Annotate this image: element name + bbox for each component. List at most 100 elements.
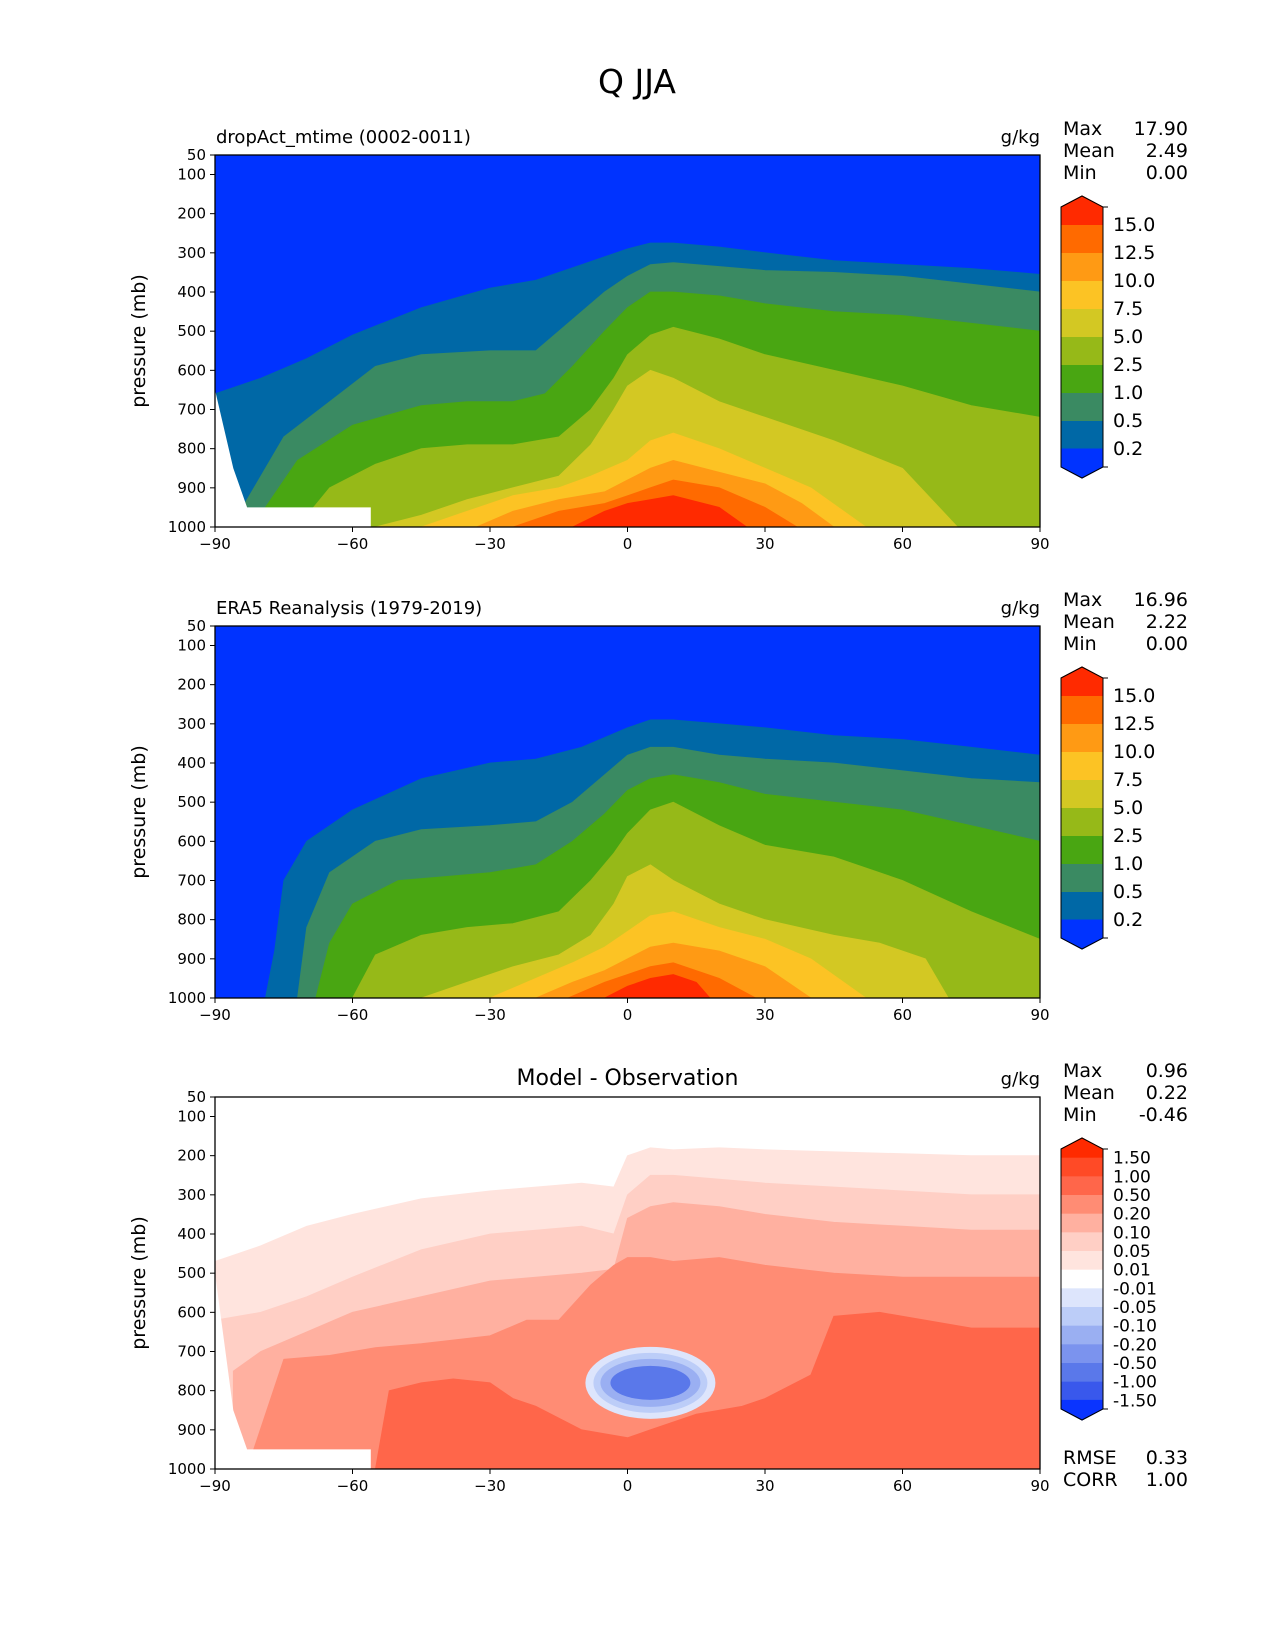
colorbar-swatch [1060, 919, 1104, 950]
colorbar-level: -0.05 [1113, 1298, 1157, 1318]
y-tick-label: 400 [177, 754, 206, 772]
colorbar-swatch [1061, 1363, 1103, 1383]
stat-value: 0.00 [1146, 633, 1188, 655]
x-tick-label: −90 [199, 1006, 231, 1024]
y-tick-label: 200 [177, 676, 206, 694]
colorbar-level: 0.2 [1113, 909, 1143, 931]
colorbar-swatch [1061, 1325, 1103, 1345]
y-tick-label: 500 [177, 322, 206, 340]
colorbar-swatch [1061, 1176, 1103, 1196]
colorbar-swatch [1060, 448, 1104, 479]
masked-topography [215, 1273, 371, 1469]
stat-value: 0.33 [1146, 1447, 1188, 1469]
contour-field [215, 155, 1040, 527]
colorbar-level: 10.0 [1113, 741, 1155, 763]
colorbar: 15.0 12.5 10.0 7.5 5.0 2.5 1.0 0.5 0.2 [1060, 195, 1155, 479]
y-tick-label: 400 [177, 1225, 206, 1243]
stat-label: Max [1063, 118, 1102, 140]
colorbar-level: 0.01 [1113, 1261, 1151, 1281]
y-tick-label: 300 [177, 1186, 206, 1204]
colorbar-level: 1.50 [1113, 1149, 1151, 1169]
colorbar-swatch [1061, 337, 1103, 366]
stat-value: 16.96 [1134, 589, 1188, 611]
units-label: g/kg [1001, 127, 1040, 148]
stat-label: CORR [1063, 1469, 1118, 1491]
units-label: g/kg [1001, 598, 1040, 619]
y-tick-label: 300 [177, 715, 206, 733]
panel-title: Model - Observation [517, 1066, 739, 1091]
x-tick-label: 30 [755, 1006, 774, 1024]
y-tick-label: 700 [177, 401, 206, 419]
stat-label: Mean [1063, 140, 1115, 162]
colorbar-level: 7.5 [1113, 769, 1143, 791]
y-tick-label: 900 [177, 479, 206, 497]
x-tick-label: 90 [1030, 535, 1049, 553]
colorbar-level: 0.5 [1113, 410, 1143, 432]
y-tick-label: 100 [177, 637, 206, 655]
colorbar-swatch [1061, 1195, 1103, 1215]
y-tick-label: 800 [177, 911, 206, 929]
colorbar-level: 10.0 [1113, 270, 1155, 292]
panel-title: ERA5 Reanalysis (1979-2019) [216, 598, 482, 619]
colorbar-swatch [1060, 195, 1104, 226]
colorbar-swatch [1061, 309, 1103, 338]
stat-value: -0.46 [1139, 1104, 1188, 1126]
colorbar-level: 2.5 [1113, 825, 1143, 847]
colorbar-swatch [1061, 724, 1103, 753]
y-axis-label: pressure (mb) [128, 1216, 150, 1350]
colorbar-swatch [1061, 225, 1103, 254]
masked-topography [215, 389, 371, 527]
colorbar-level: 2.5 [1113, 354, 1143, 376]
x-tick-label: −60 [337, 1477, 369, 1495]
x-tick-label: −30 [474, 1006, 506, 1024]
colorbar-level: -1.50 [1113, 1391, 1157, 1411]
y-tick-label: 300 [177, 244, 206, 262]
y-tick-label: 50 [187, 617, 206, 635]
y-axis-label: pressure (mb) [128, 745, 150, 879]
colorbar-level: 5.0 [1113, 326, 1143, 348]
y-tick-label: 1000 [168, 518, 206, 536]
colorbar-swatch [1060, 1137, 1104, 1159]
colorbar-swatch [1061, 1307, 1103, 1327]
x-tick-label: 0 [623, 1477, 633, 1495]
y-tick-label: 50 [187, 146, 206, 164]
colorbar-swatch [1061, 808, 1103, 837]
contour-band-15.0 [572, 495, 748, 527]
x-tick-label: 30 [755, 535, 774, 553]
colorbar-level: -1.00 [1113, 1373, 1157, 1393]
colorbar-level: 1.0 [1113, 382, 1143, 404]
stat-value: 2.49 [1146, 140, 1188, 162]
panel-title: dropAct_mtime (0002-0011) [216, 127, 471, 148]
colorbar-swatch [1061, 1381, 1103, 1401]
stat-value: 0.00 [1146, 162, 1188, 184]
colorbar-swatch [1061, 1232, 1103, 1252]
colorbar-level: 1.00 [1113, 1167, 1151, 1187]
y-tick-label: 400 [177, 283, 206, 301]
colorbar-swatch [1061, 1288, 1103, 1308]
colorbar-level: 0.5 [1113, 881, 1143, 903]
contour-field [215, 1097, 1040, 1469]
y-tick-label: 1000 [168, 989, 206, 1007]
y-axis-label: pressure (mb) [128, 274, 150, 408]
y-tick-label: 900 [177, 1421, 206, 1439]
y-tick-label: 600 [177, 1303, 206, 1321]
x-tick-label: 60 [893, 1477, 912, 1495]
colorbar-level: 15.0 [1113, 214, 1155, 236]
stat-label: RMSE [1063, 1447, 1117, 1469]
units-label: g/kg [1001, 1069, 1040, 1090]
x-tick-label: 60 [893, 535, 912, 553]
colorbar-level: 12.5 [1113, 713, 1155, 735]
stat-label: Min [1063, 162, 1097, 184]
x-tick-label: 30 [755, 1477, 774, 1495]
colorbar-swatch [1061, 1157, 1103, 1177]
colorbar-level: 7.5 [1113, 298, 1143, 320]
stat-label: Mean [1063, 1082, 1115, 1104]
colorbar-level: 15.0 [1113, 685, 1155, 707]
y-tick-label: 900 [177, 950, 206, 968]
colorbar-swatch [1061, 696, 1103, 725]
contour-band-15.0 [604, 974, 711, 998]
negative-anomaly-3 [610, 1365, 691, 1400]
colorbar-swatch [1061, 1213, 1103, 1233]
